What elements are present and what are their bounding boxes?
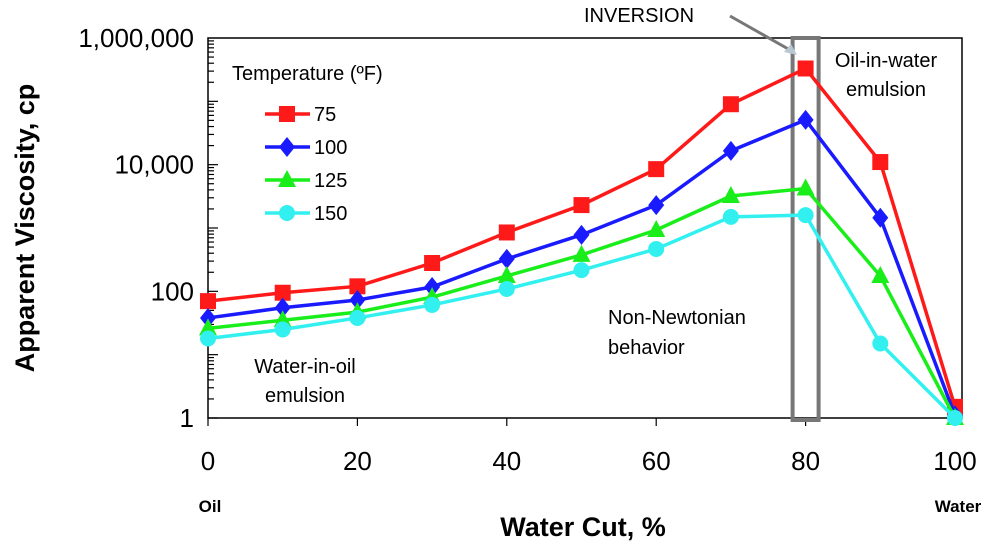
data-point-75 xyxy=(498,224,515,241)
x-end-label-water: Water xyxy=(935,497,982,516)
data-point-75 xyxy=(648,161,665,178)
inversion-arrow xyxy=(729,14,791,52)
data-point-150 xyxy=(648,240,665,257)
data-point-125 xyxy=(871,265,890,283)
data-point-100 xyxy=(573,224,590,245)
data-point-75 xyxy=(797,60,814,77)
data-point-150 xyxy=(274,321,291,338)
x-tick-label: 0 xyxy=(201,446,215,476)
data-point-75 xyxy=(872,154,889,171)
data-point-125 xyxy=(647,219,666,237)
y-tick-label: 10,000 xyxy=(114,150,194,180)
x-tick-label: 20 xyxy=(343,446,372,476)
data-point-150 xyxy=(498,280,515,297)
data-point-100 xyxy=(200,307,216,328)
data-point-75 xyxy=(200,293,216,310)
data-point-75 xyxy=(424,255,441,272)
x-tick-label: 80 xyxy=(791,446,820,476)
legend-label-100: 100 xyxy=(314,137,347,159)
data-point-75 xyxy=(274,284,291,301)
inversion-arrowhead xyxy=(784,44,797,55)
annotation-non-newtonian-1: Non-Newtonian xyxy=(608,307,746,329)
legend-label-75: 75 xyxy=(314,104,336,126)
annotation-inversion: INVERSION xyxy=(584,5,694,27)
data-point-150 xyxy=(797,207,814,224)
annotation-oil-in-water-1: Oil-in-water xyxy=(835,50,938,72)
data-point-150 xyxy=(872,335,889,352)
data-point-150 xyxy=(424,296,441,313)
data-point-150 xyxy=(573,262,590,279)
data-point-100 xyxy=(274,297,291,318)
annotation-water-in-oil-1: Water-in-oil xyxy=(254,356,356,378)
legend-label-125: 125 xyxy=(314,170,347,192)
data-point-150 xyxy=(947,410,963,426)
data-point-75 xyxy=(573,197,590,214)
y-axis-label: Apparent Viscosity, cp xyxy=(10,84,40,373)
annotation-oil-in-water-2: emulsion xyxy=(846,79,926,101)
data-point-150 xyxy=(200,330,216,347)
annotation-water-in-oil-2: emulsion xyxy=(265,385,345,407)
data-point-150 xyxy=(722,208,739,225)
data-point-100 xyxy=(872,207,889,228)
data-point-125 xyxy=(796,178,815,196)
y-tick-label: 1,000,000 xyxy=(78,23,194,53)
data-point-75 xyxy=(722,96,739,113)
legend-marker-125 xyxy=(278,170,296,187)
y-tick-label: 1 xyxy=(180,403,194,433)
data-point-125 xyxy=(572,244,591,262)
legend-marker-100 xyxy=(279,137,295,157)
inversion-box xyxy=(790,36,821,422)
x-tick-label: 100 xyxy=(933,446,976,476)
x-axis-label: Water Cut, % xyxy=(500,512,666,542)
data-point-100 xyxy=(797,109,814,130)
x-tick-label: 60 xyxy=(642,446,671,476)
data-point-150 xyxy=(349,309,366,326)
legend-title: Temperature (ºF) xyxy=(232,63,383,85)
data-point-125 xyxy=(497,265,516,283)
legend-marker-75 xyxy=(279,106,295,122)
data-point-125 xyxy=(199,318,217,336)
data-point-100 xyxy=(498,248,515,269)
annotation-non-newtonian-2: behavior xyxy=(608,337,685,359)
legend-marker-150 xyxy=(279,205,295,221)
data-point-125 xyxy=(721,186,740,204)
legend-label-150: 150 xyxy=(314,203,347,225)
data-point-100 xyxy=(424,277,441,298)
data-point-100 xyxy=(722,140,739,161)
x-tick-label: 40 xyxy=(492,446,521,476)
data-point-100 xyxy=(349,289,366,310)
x-end-label-oil: Oil xyxy=(199,497,222,516)
y-tick-label: 100 xyxy=(151,276,194,306)
data-point-75 xyxy=(349,278,366,295)
data-point-100 xyxy=(648,195,665,216)
